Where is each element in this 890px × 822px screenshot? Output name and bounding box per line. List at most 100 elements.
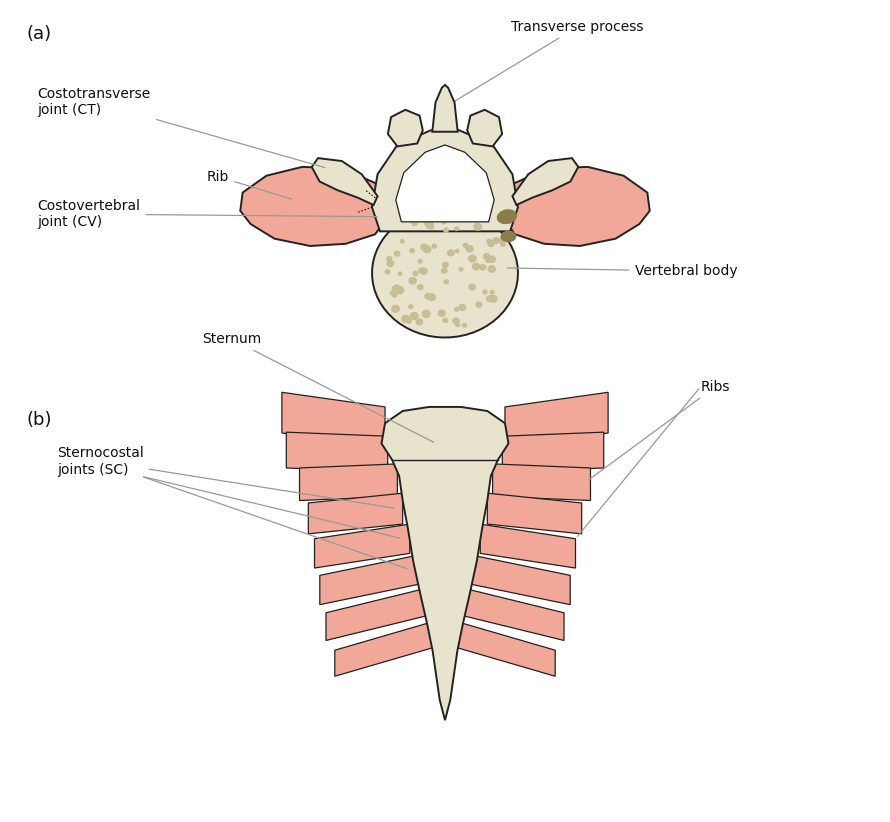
Circle shape [483,253,490,260]
Circle shape [419,268,426,275]
Text: Sternocostal
joints (SC): Sternocostal joints (SC) [57,446,394,508]
Polygon shape [481,524,576,568]
Circle shape [488,256,496,263]
Circle shape [423,245,432,253]
Polygon shape [472,555,570,605]
Polygon shape [372,130,518,231]
Circle shape [393,251,400,256]
Ellipse shape [497,210,517,224]
Circle shape [462,323,467,328]
Circle shape [485,257,491,263]
Circle shape [454,226,459,231]
Circle shape [386,260,394,267]
Polygon shape [505,392,608,448]
Circle shape [488,265,496,273]
Polygon shape [282,392,385,448]
Circle shape [408,304,414,309]
Circle shape [391,305,400,313]
Polygon shape [502,432,603,472]
Text: Vertebral body: Vertebral body [507,264,737,278]
Polygon shape [372,209,518,338]
Circle shape [406,318,412,324]
Circle shape [409,248,415,253]
Polygon shape [488,493,582,533]
Text: (b): (b) [26,411,52,429]
Circle shape [443,228,449,233]
Text: Sternum: Sternum [203,332,433,442]
Circle shape [427,293,436,301]
Polygon shape [335,621,433,677]
Circle shape [422,310,431,318]
Text: Transverse process: Transverse process [451,20,643,104]
Circle shape [441,219,447,224]
Circle shape [425,293,432,299]
Circle shape [472,263,481,270]
Circle shape [417,259,423,264]
Circle shape [443,279,449,284]
Text: Rib: Rib [207,169,292,199]
Circle shape [468,284,476,291]
Circle shape [447,249,455,256]
Circle shape [491,298,497,303]
Circle shape [455,249,459,253]
Circle shape [429,224,434,229]
Polygon shape [308,493,402,533]
Circle shape [473,223,482,231]
Polygon shape [240,167,385,246]
Circle shape [441,261,449,268]
Circle shape [384,269,391,275]
Circle shape [409,277,417,284]
Circle shape [498,238,504,243]
Circle shape [490,256,496,262]
Polygon shape [388,110,423,146]
Circle shape [417,284,424,290]
Circle shape [400,239,405,243]
Polygon shape [505,167,650,246]
Circle shape [487,240,495,247]
Circle shape [411,220,417,226]
Circle shape [392,293,398,298]
Circle shape [392,285,397,290]
Text: Ribs: Ribs [588,380,730,480]
Polygon shape [287,432,388,472]
Circle shape [420,267,428,275]
Circle shape [490,295,498,302]
Polygon shape [465,589,564,640]
Circle shape [409,312,419,320]
Polygon shape [312,158,377,205]
Polygon shape [433,85,457,132]
Circle shape [393,284,400,290]
Circle shape [475,302,482,308]
Circle shape [442,317,449,323]
Circle shape [479,264,487,270]
Circle shape [482,289,488,294]
Text: Costovertebral
joint (CV): Costovertebral joint (CV) [37,199,377,229]
Circle shape [426,222,434,229]
Circle shape [465,245,473,253]
Polygon shape [492,464,590,501]
Polygon shape [314,524,409,568]
Polygon shape [382,407,508,720]
Circle shape [401,315,410,323]
Text: (a): (a) [26,25,52,43]
Circle shape [487,238,492,243]
Circle shape [490,290,495,295]
Polygon shape [396,145,494,222]
Circle shape [455,322,460,327]
Polygon shape [326,589,425,640]
Polygon shape [300,464,398,501]
Circle shape [454,307,459,312]
Polygon shape [467,110,502,146]
Circle shape [463,242,468,248]
Polygon shape [457,621,555,677]
Circle shape [486,295,494,302]
Circle shape [416,318,424,326]
Circle shape [432,243,437,249]
Text: Costotransverse
joint (CT): Costotransverse joint (CT) [37,86,325,168]
Circle shape [458,303,466,312]
Circle shape [418,267,425,274]
Circle shape [468,255,477,263]
Circle shape [438,309,446,317]
Circle shape [398,271,402,276]
Circle shape [395,286,404,294]
